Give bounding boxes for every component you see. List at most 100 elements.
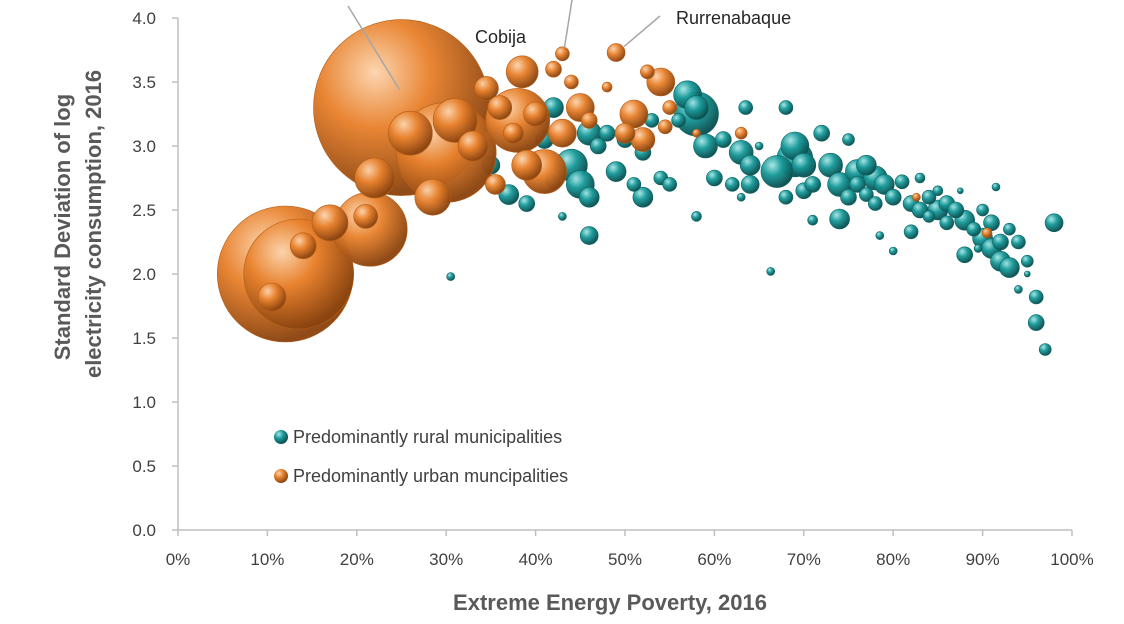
rural-point [724, 177, 740, 192]
rural-point [766, 267, 776, 276]
rural-point [856, 154, 877, 176]
urban-point [388, 110, 433, 156]
rural-point [1011, 234, 1026, 250]
legend-marker-rural [274, 430, 288, 444]
urban-point [289, 232, 317, 260]
y-tick-label: 2.5 [132, 201, 156, 220]
urban-point [457, 130, 489, 162]
y-tick-label: 3.5 [132, 73, 156, 92]
rural-point [740, 175, 760, 194]
rural-point [1038, 343, 1052, 356]
rural-point [760, 155, 794, 188]
urban-point [555, 46, 570, 62]
annotation-label: Rurrenabaque [676, 8, 791, 28]
rural-point [875, 231, 885, 240]
legend: Predominantly rural municipalities Predo… [274, 427, 568, 486]
rural-point [632, 186, 654, 208]
y-axis-title: Standard Deviation of log electricity co… [50, 70, 106, 378]
rural-point [579, 226, 599, 245]
x-tick-label: 40% [519, 550, 553, 569]
rural-point [691, 211, 702, 222]
x-tick-label: 30% [429, 550, 463, 569]
rural-point [558, 212, 567, 221]
rural-point [589, 137, 607, 155]
urban-point [545, 60, 562, 78]
rural-point [956, 187, 964, 195]
rural-point [873, 174, 895, 195]
rural-point [804, 176, 822, 193]
urban-point [511, 149, 543, 181]
rural-point [754, 141, 764, 151]
legend-label-urban: Predominantly urban muncipalities [293, 466, 568, 486]
rural-point [1028, 289, 1044, 305]
rural-point [829, 208, 850, 230]
legend-marker-urban [274, 469, 288, 483]
rural-point [859, 187, 874, 202]
rural-point [778, 100, 794, 115]
rural-point [662, 177, 678, 192]
rural-point [888, 246, 898, 256]
urban-point [619, 99, 649, 129]
rural-points [446, 80, 1064, 356]
x-tick-label: 10% [250, 550, 284, 569]
rural-point [813, 124, 831, 142]
urban-point [657, 119, 673, 135]
y-tick-label: 4.0 [132, 9, 156, 28]
rural-point [840, 188, 857, 206]
y-tick-label: 3.0 [132, 137, 156, 156]
urban-point [311, 204, 349, 242]
rural-point [605, 161, 627, 182]
rural-point [671, 113, 686, 128]
rural-point [947, 201, 965, 219]
urban-point [606, 43, 626, 62]
rural-point [922, 210, 936, 223]
rural-point [739, 154, 761, 176]
rural-point [921, 189, 937, 205]
rural-point [914, 172, 926, 184]
rural-point [693, 133, 718, 159]
rural-point [1024, 270, 1031, 278]
x-tick-label: 90% [966, 550, 1000, 569]
rural-point [714, 131, 732, 148]
urban-point [257, 282, 287, 312]
rural-point [939, 215, 955, 231]
rural-point [956, 246, 974, 264]
urban-point [487, 95, 513, 120]
urban-point [548, 118, 577, 148]
rural-point [446, 272, 456, 281]
x-ticks: 0% 10% 20% 30% 40% 50% 60% 70% 80% 90% 100% [166, 530, 1094, 569]
rural-point [849, 176, 866, 193]
x-tick-label: 100% [1050, 550, 1093, 569]
y-axis-title-line-2: electricity consumption, 2016 [81, 70, 106, 378]
rural-point [1003, 222, 1016, 236]
rural-point [778, 189, 794, 205]
rural-point [626, 177, 642, 192]
rural-point [867, 196, 883, 211]
rural-point [966, 221, 982, 237]
y-tick-label: 0.5 [132, 457, 156, 476]
x-tick-label: 60% [697, 550, 731, 569]
rural-point [992, 233, 1009, 251]
rural-point [807, 214, 819, 226]
x-axis-title: Extreme Energy Poverty, 2016 [453, 590, 767, 615]
rural-point [894, 174, 910, 190]
x-tick-label: 70% [787, 550, 821, 569]
x-tick-label: 0% [166, 550, 191, 569]
rural-point [1021, 254, 1034, 268]
urban-point [485, 174, 506, 195]
rural-point [1014, 285, 1023, 294]
x-tick-label: 20% [340, 550, 374, 569]
rural-point [1027, 314, 1045, 331]
urban-point [640, 64, 655, 80]
urban-point [502, 122, 524, 144]
rural-point [706, 169, 723, 187]
annotation-leader-line [623, 15, 661, 48]
rural-point [976, 203, 989, 217]
urban-point [614, 122, 636, 144]
urban-point [662, 100, 678, 115]
urban-point [601, 81, 613, 93]
rural-point [932, 185, 944, 197]
y-axis-title-line-1: Standard Deviation of log [50, 94, 75, 360]
urban-point [523, 101, 548, 127]
